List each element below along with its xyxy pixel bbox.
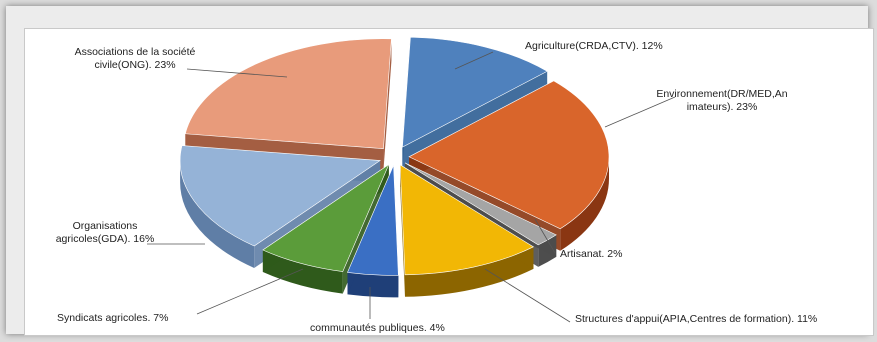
data-label-org: Organisations agricoles(GDA). 16% (56, 220, 155, 245)
slice-side-synd (262, 249, 343, 294)
slice-side-comm (347, 272, 399, 298)
leader-line-assoc (186, 68, 288, 78)
data-label-line: communautés publiques. 4% (310, 322, 445, 334)
slice-top-synd (262, 163, 390, 272)
leader-line-struct (484, 268, 571, 323)
slice-top-comm (347, 165, 399, 276)
leader-line-synd (196, 268, 304, 315)
data-label-line: Organisations (73, 220, 138, 232)
slice-top-struct (399, 164, 535, 276)
data-label-assoc: Associations de la société civile(ONG). 2… (75, 46, 196, 71)
data-label-line: Environnement(DR/MED,An (656, 88, 787, 100)
slice-struct (399, 164, 535, 297)
data-label-art: Artisanat. 2% (560, 248, 622, 260)
slice-top-env (408, 80, 610, 230)
data-label-struct: Structures d'appui(APIA,Centres de forma… (575, 313, 817, 325)
data-label-line: Agriculture(CRDA,CTV). 12% (525, 40, 663, 52)
data-label-line: Structures d'appui(APIA,Centres de forma… (575, 313, 817, 325)
pie-chart: Agriculture(CRDA,CTV). 12% Environnement(… (56, 36, 817, 334)
chart-panel: Agriculture(CRDA,CTV). 12% Environnement(… (24, 28, 874, 336)
slice-top-assoc (184, 38, 392, 150)
data-label-line: Artisanat. 2% (560, 248, 622, 260)
slice-comm (347, 165, 399, 298)
chart-frame: Agriculture(CRDA,CTV). 12% Environnement(… (6, 6, 874, 336)
leader-line-agri (454, 51, 494, 70)
data-label-line: imateurs). 23% (687, 101, 758, 113)
slice-side-struct (404, 246, 534, 297)
data-label-line: civile(ONG). 23% (94, 59, 175, 71)
data-label-comm: communautés publiques. 4% (310, 322, 445, 334)
data-label-synd: Syndicats agricoles. 7% (57, 312, 168, 324)
data-label-agri: Agriculture(CRDA,CTV). 12% (525, 40, 663, 52)
leader-line-art (534, 218, 556, 254)
data-label-line: Syndicats agricoles. 7% (57, 312, 168, 324)
data-label-env: Environnement(DR/MED,An imateurs). 23% (656, 88, 787, 113)
data-label-line: Associations de la société (75, 46, 196, 58)
leader-line-env (604, 96, 676, 128)
slice-top-org (179, 145, 382, 247)
slice-top-agri (402, 36, 548, 148)
slice-side-org (180, 160, 255, 268)
slice-face-assoc-1 (383, 38, 392, 171)
slice-side-env (560, 156, 609, 251)
data-label-line: agricoles(GDA). 16% (56, 233, 155, 245)
